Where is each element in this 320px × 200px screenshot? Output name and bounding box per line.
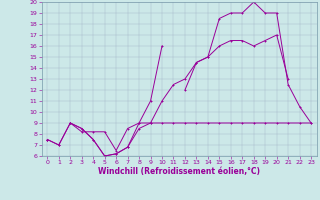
X-axis label: Windchill (Refroidissement éolien,°C): Windchill (Refroidissement éolien,°C) (98, 167, 260, 176)
